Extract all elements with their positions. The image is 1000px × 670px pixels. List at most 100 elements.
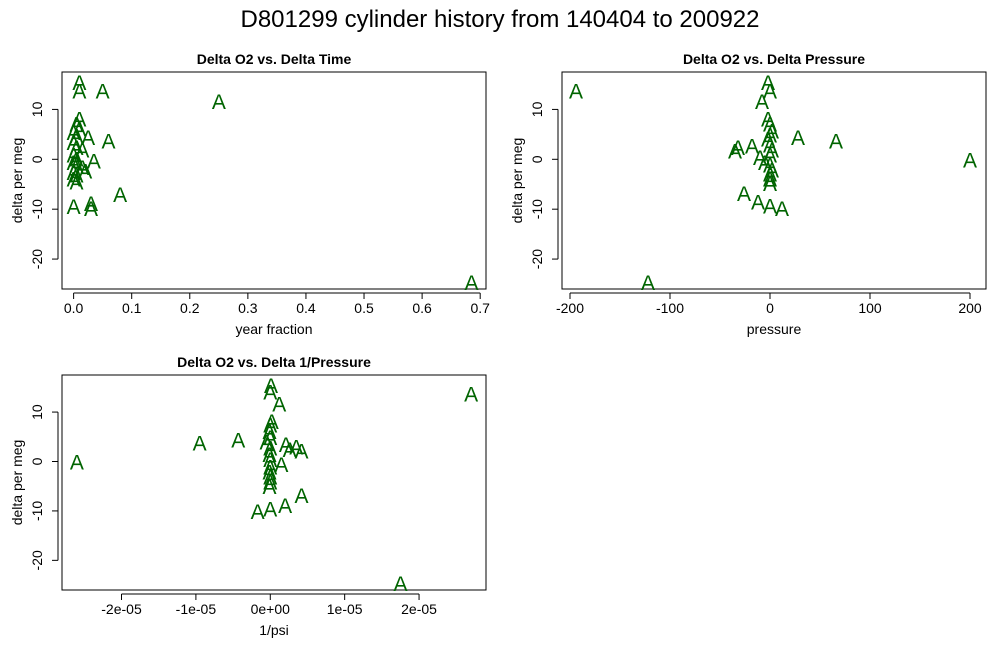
data-point: A (763, 134, 777, 157)
data-point: A (263, 421, 277, 444)
y-tick-label: 10 (29, 101, 45, 117)
data-point: A (87, 150, 101, 173)
data-point: A (263, 381, 277, 404)
x-tick-label: -100 (656, 300, 684, 316)
data-point: A (72, 72, 86, 95)
data-point: A (260, 432, 274, 455)
x-tick-label: 0.1 (122, 300, 142, 316)
data-point: A (745, 135, 759, 158)
data-point: A (81, 127, 95, 150)
data-point: A (67, 168, 81, 191)
data-point: A (289, 437, 303, 460)
x-tick-label: 2e-05 (401, 601, 437, 617)
y-tick-label: 0 (29, 457, 45, 465)
data-point: A (765, 159, 779, 182)
data-point: A (72, 108, 86, 131)
data-point: A (263, 438, 277, 461)
plot-title: Delta O2 vs. Delta Pressure (683, 51, 865, 67)
data-point: A (641, 272, 655, 295)
plot-title: Delta O2 vs. Delta 1/Pressure (177, 354, 371, 370)
data-point: A (70, 164, 84, 187)
data-point: A (791, 127, 805, 150)
data-point: A (295, 485, 309, 508)
data-point: A (113, 184, 127, 207)
x-tick-label: 0.6 (412, 300, 432, 316)
x-tick-label: 200 (958, 300, 982, 316)
x-axis-label: 1/psi (259, 622, 289, 638)
data-point: A (67, 132, 81, 155)
y-tick-label: -10 (29, 501, 45, 521)
data-point: A (751, 192, 765, 215)
plot-frame (61, 374, 487, 591)
data-point: A (393, 573, 407, 596)
data-point: A (755, 91, 769, 114)
data-point: A (70, 148, 84, 171)
x-tick-label: 0.2 (180, 300, 200, 316)
data-point: A (263, 498, 277, 521)
x-axis-label: pressure (747, 321, 802, 337)
data-point: A (761, 72, 775, 95)
data-point: A (263, 456, 277, 479)
data-point: A (728, 140, 742, 163)
x-tick-label: 0.4 (296, 300, 316, 316)
data-point: A (70, 154, 84, 177)
data-point: A (67, 152, 81, 175)
x-tick-label: 0.0 (64, 300, 84, 316)
x-tick-label: -1e-05 (176, 601, 217, 617)
data-point: A (761, 128, 775, 151)
x-tick-label: 100 (858, 300, 882, 316)
y-tick-label: 0 (29, 155, 45, 163)
data-point: A (251, 501, 265, 524)
data-point: A (70, 125, 84, 148)
data-point: A (263, 461, 277, 484)
x-tick-label: 0.5 (354, 300, 374, 316)
plot-frame (561, 71, 987, 290)
data-point: A (279, 434, 293, 457)
data-point: A (731, 137, 745, 160)
main-title: D801299 cylinder history from 140404 to … (241, 6, 760, 33)
data-point: A (96, 80, 110, 103)
data-point: A (75, 157, 89, 180)
y-tick-label: -20 (529, 249, 545, 269)
data-point: A (753, 147, 767, 170)
x-tick-label: 1e-05 (327, 601, 363, 617)
x-tick-label: 0e+00 (251, 601, 291, 617)
data-point: A (763, 168, 777, 191)
y-tick-label: 10 (529, 101, 545, 117)
y-tick-label: -10 (29, 199, 45, 219)
data-point: A (264, 375, 278, 398)
data-point: A (763, 154, 777, 177)
data-point: A (263, 449, 277, 472)
plot-title: Delta O2 vs. Delta Time (197, 51, 352, 67)
data-point: A (763, 124, 777, 147)
y-axis-label: delta per meg (9, 440, 25, 526)
data-point: A (829, 130, 843, 153)
data-point: A (212, 91, 226, 114)
data-point: A (295, 441, 309, 464)
data-point: A (72, 118, 86, 141)
data-point: A (263, 444, 277, 467)
data-point: A (265, 411, 279, 434)
data-point: A (263, 414, 277, 437)
data-point: A (763, 163, 777, 186)
x-tick-label: -2e-05 (101, 601, 142, 617)
data-point: A (763, 113, 777, 136)
x-tick-label: 0.3 (238, 300, 258, 316)
plot-panel-2: Delta O2 vs. Delta Pressure-200 -100 0 100 2… (509, 51, 987, 337)
data-point: A (263, 471, 277, 494)
y-tick-label: 10 (29, 404, 45, 420)
data-point: A (763, 173, 777, 196)
y-tick-label: -20 (29, 249, 45, 269)
y-tick-label: -20 (29, 550, 45, 570)
data-point: A (464, 383, 478, 406)
data-point: A (101, 130, 115, 153)
data-point: A (758, 152, 772, 175)
data-point: A (272, 394, 286, 417)
data-point: A (765, 139, 779, 162)
x-tick-label: -200 (556, 300, 584, 316)
data-point: A (761, 108, 775, 131)
x-axis-label: year fraction (235, 321, 312, 337)
data-point: A (278, 495, 292, 518)
data-point: A (763, 144, 777, 167)
